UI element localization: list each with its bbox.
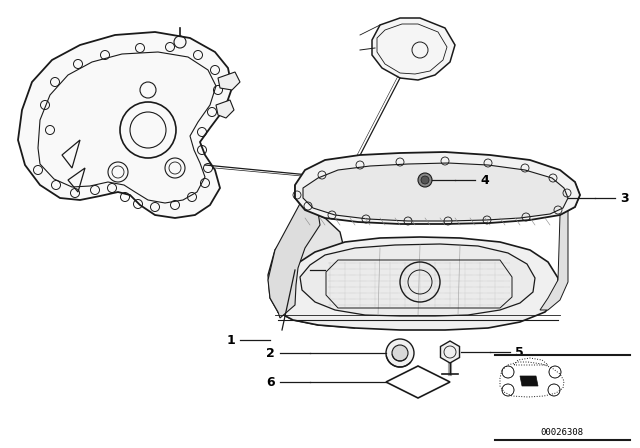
Polygon shape xyxy=(303,163,568,221)
Polygon shape xyxy=(300,244,535,316)
Circle shape xyxy=(418,173,432,187)
Text: 4: 4 xyxy=(480,173,489,186)
Circle shape xyxy=(421,176,429,184)
Circle shape xyxy=(386,339,414,367)
Text: 6: 6 xyxy=(266,375,275,388)
Polygon shape xyxy=(268,185,320,318)
Polygon shape xyxy=(216,100,234,118)
Polygon shape xyxy=(540,175,580,310)
Polygon shape xyxy=(18,32,232,218)
Polygon shape xyxy=(278,237,558,330)
Polygon shape xyxy=(295,152,580,224)
Circle shape xyxy=(392,345,408,361)
Text: 3: 3 xyxy=(620,191,628,204)
Polygon shape xyxy=(440,341,460,363)
Polygon shape xyxy=(268,185,355,328)
Text: 00026308: 00026308 xyxy=(541,427,584,436)
Polygon shape xyxy=(520,376,538,386)
Text: 2: 2 xyxy=(266,346,275,359)
Polygon shape xyxy=(218,72,240,90)
Text: 1: 1 xyxy=(227,333,235,346)
Text: 5: 5 xyxy=(515,345,524,358)
Polygon shape xyxy=(372,18,455,80)
